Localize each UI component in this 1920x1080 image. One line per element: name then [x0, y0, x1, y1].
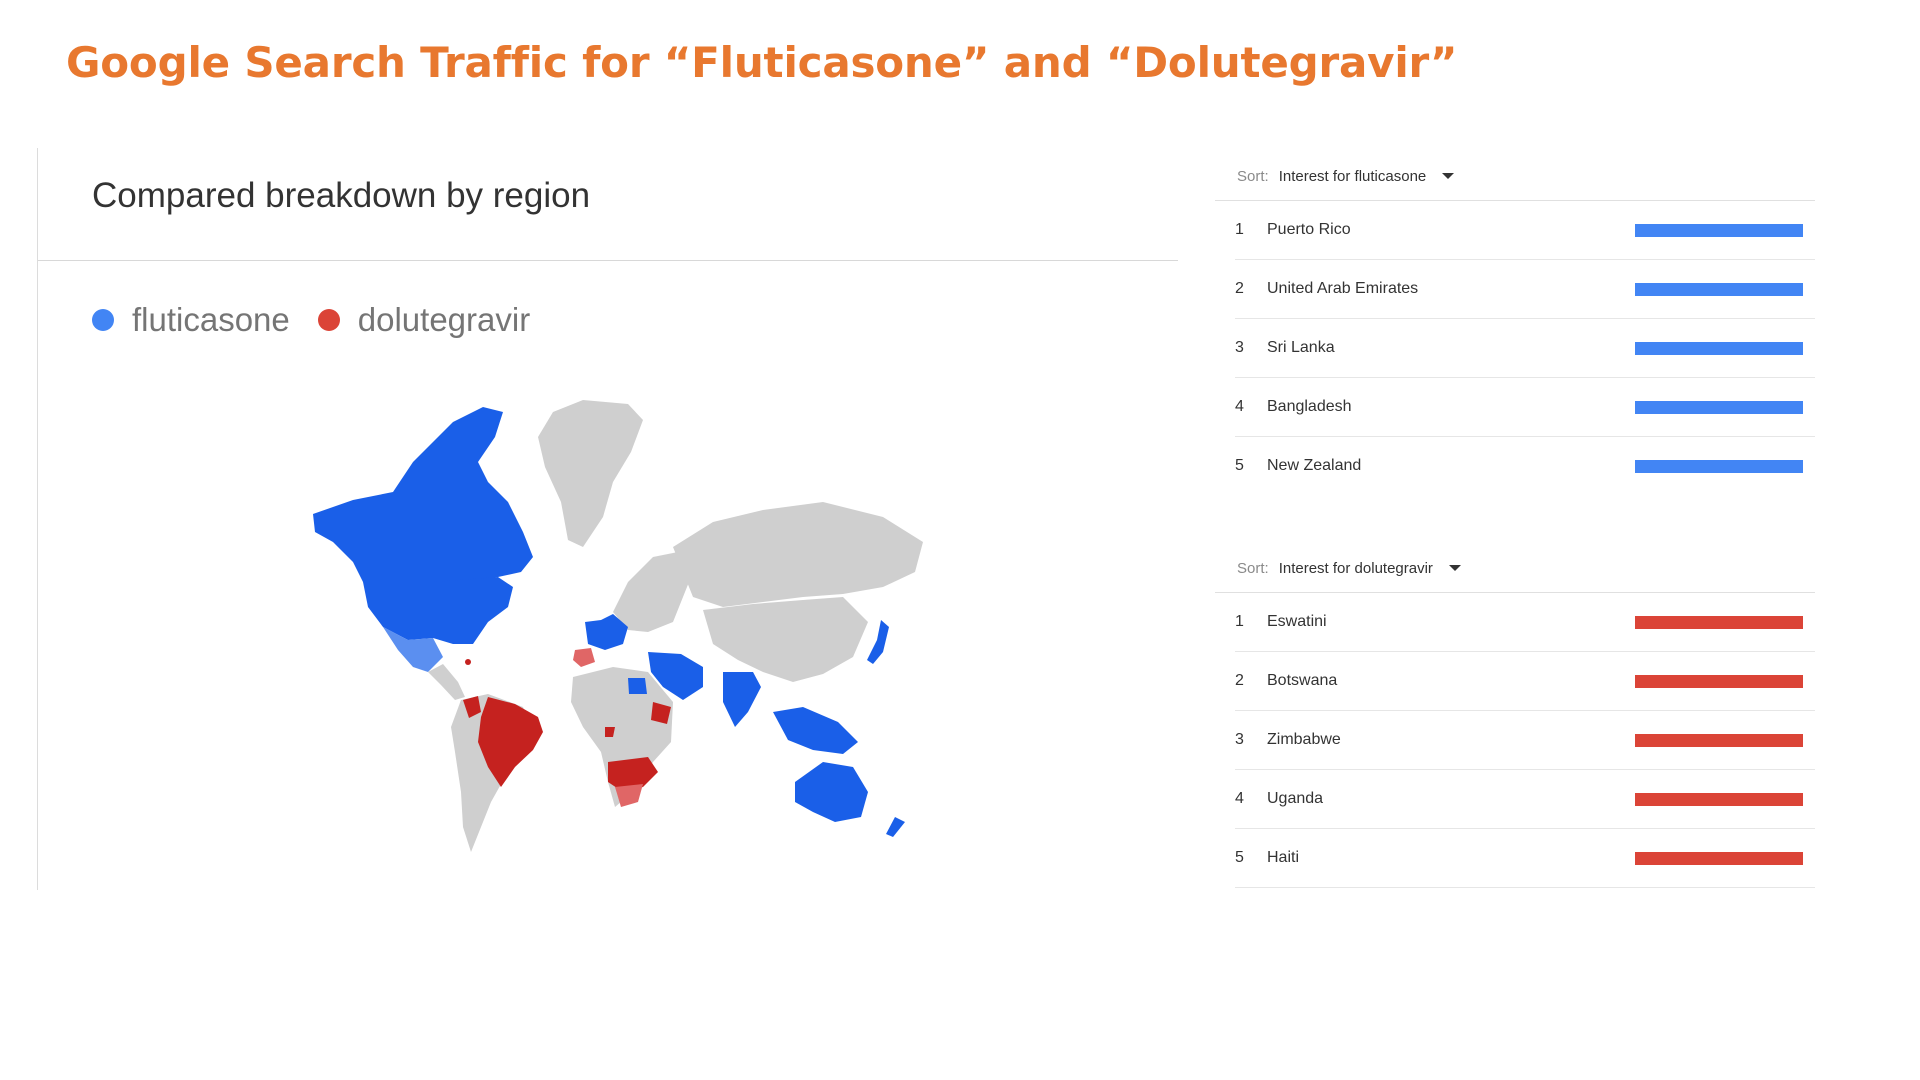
interest-bar: [1635, 793, 1803, 806]
region-iberia[interactable]: [573, 648, 595, 667]
rank-number: 4: [1235, 790, 1244, 807]
rank-number: 5: [1235, 849, 1244, 866]
ranking-row[interactable]: 1 Puerto Rico: [1235, 201, 1815, 260]
rank-number: 2: [1235, 672, 1244, 689]
legend-label: fluticasone: [132, 301, 290, 338]
region-name: Zimbabwe: [1267, 731, 1341, 748]
card-divider: [38, 260, 1178, 261]
dolutegravir-dot-icon: [317, 309, 340, 331]
interest-bar: [1635, 734, 1803, 747]
interest-bar: [1635, 852, 1803, 865]
interest-bar: [1635, 342, 1803, 355]
world-map[interactable]: [283, 382, 1123, 882]
sort-value[interactable]: Interest for fluticasone: [1278, 167, 1427, 185]
sort-dropdown[interactable]: Sort: Interest for dolutegravir: [1215, 544, 1815, 593]
dolutegravir-ranking-panel: Sort: Interest for dolutegravir 1 Eswati…: [1215, 544, 1815, 888]
interest-bar: [1635, 224, 1803, 237]
rank-number: 3: [1235, 731, 1244, 748]
legend-item-fluticasone[interactable]: fluticasone: [92, 301, 290, 339]
ranking-row[interactable]: 2 United Arab Emirates: [1235, 260, 1815, 319]
region-name: New Zealand: [1267, 457, 1362, 474]
region-name: Eswatini: [1267, 613, 1327, 630]
region-breakdown-card: Compared breakdown by region fluticasone…: [37, 148, 1178, 890]
region-united-states[interactable]: [363, 577, 513, 644]
region-mexico[interactable]: [383, 627, 443, 672]
dropdown-arrow-icon[interactable]: [1442, 173, 1455, 179]
region-egypt[interactable]: [628, 678, 647, 694]
region-australia[interactable]: [795, 762, 868, 822]
region-west-africa[interactable]: [605, 727, 615, 737]
card-heading: Compared breakdown by region: [92, 176, 591, 215]
region-brazil[interactable]: [478, 697, 543, 787]
region-southern-africa[interactable]: [608, 757, 658, 792]
region-colombia[interactable]: [463, 696, 481, 718]
region-name: Sri Lanka: [1267, 339, 1335, 356]
region-greenland[interactable]: [538, 400, 643, 547]
region-europe[interactable]: [613, 552, 693, 632]
dropdown-arrow-icon[interactable]: [1448, 565, 1461, 571]
region-japan[interactable]: [867, 620, 889, 664]
region-south-africa[interactable]: [615, 784, 643, 807]
interest-bar: [1635, 675, 1803, 688]
ranking-row[interactable]: 2 Botswana: [1235, 652, 1815, 711]
region-canada[interactable]: [313, 407, 533, 582]
ranking-row[interactable]: 1 Eswatini: [1235, 593, 1815, 652]
fluticasone-ranking-panel: Sort: Interest for fluticasone 1 Puerto …: [1215, 152, 1815, 495]
rank-number: 3: [1235, 339, 1244, 356]
region-name: United Arab Emirates: [1267, 280, 1419, 297]
region-central-america[interactable]: [428, 664, 465, 700]
sort-label: Sort:: [1237, 559, 1269, 577]
interest-bar: [1635, 460, 1803, 473]
interest-bar: [1635, 283, 1803, 296]
region-ethiopia[interactable]: [651, 702, 671, 724]
ranking-row[interactable]: 4 Uganda: [1235, 770, 1815, 829]
region-middle-east[interactable]: [648, 652, 703, 700]
ranking-row[interactable]: 3 Zimbabwe: [1235, 711, 1815, 770]
ranking-row[interactable]: 3 Sri Lanka: [1235, 319, 1815, 378]
region-name: Puerto Rico: [1267, 221, 1351, 238]
rank-number: 1: [1235, 613, 1244, 630]
region-africa[interactable]: [571, 667, 673, 807]
rank-number: 2: [1235, 280, 1244, 297]
region-russia[interactable]: [673, 502, 923, 607]
region-new-zealand[interactable]: [886, 817, 905, 837]
fluticasone-dot-icon: [92, 309, 114, 331]
region-name: Uganda: [1267, 790, 1324, 807]
region-haiti[interactable]: [465, 659, 471, 665]
slide-title: Google Search Traffic for “Fluticasone” …: [66, 38, 1458, 87]
legend-item-dolutegravir[interactable]: dolutegravir: [317, 301, 531, 339]
ranking-row[interactable]: 5 New Zealand: [1235, 437, 1815, 495]
region-name: Botswana: [1267, 672, 1338, 689]
region-southeast-asia[interactable]: [773, 707, 858, 754]
sort-value[interactable]: Interest for dolutegravir: [1278, 559, 1433, 577]
region-asia[interactable]: [703, 597, 868, 682]
rank-number: 5: [1235, 457, 1244, 474]
interest-bar: [1635, 616, 1803, 629]
legend: fluticasone dolutegravir: [92, 298, 558, 342]
sort-dropdown[interactable]: Sort: Interest for fluticasone: [1215, 152, 1815, 201]
region-name: Bangladesh: [1267, 398, 1352, 415]
interest-bar: [1635, 401, 1803, 414]
rank-number: 1: [1235, 221, 1244, 238]
sort-label: Sort:: [1237, 167, 1269, 185]
legend-label: dolutegravir: [357, 301, 531, 338]
region-india[interactable]: [723, 672, 761, 727]
region-western-europe[interactable]: [585, 614, 628, 650]
region-name: Haiti: [1267, 849, 1300, 866]
ranking-row[interactable]: 5 Haiti: [1235, 829, 1815, 888]
rank-number: 4: [1235, 398, 1244, 415]
ranking-row[interactable]: 4 Bangladesh: [1235, 378, 1815, 437]
